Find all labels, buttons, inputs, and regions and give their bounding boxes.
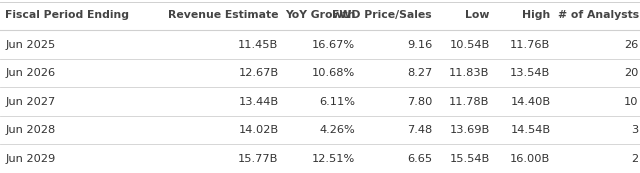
Text: # of Analysts: # of Analysts xyxy=(557,10,639,20)
Text: 16.00B: 16.00B xyxy=(510,154,550,164)
Text: 13.44B: 13.44B xyxy=(238,97,278,107)
Text: YoY Growth: YoY Growth xyxy=(285,10,355,20)
Text: 15.54B: 15.54B xyxy=(449,154,490,164)
Text: 12.67B: 12.67B xyxy=(238,68,278,78)
Text: Low: Low xyxy=(465,10,490,20)
Text: Fiscal Period Ending: Fiscal Period Ending xyxy=(5,10,129,20)
Text: 9.16: 9.16 xyxy=(407,40,432,49)
Text: Jun 2027: Jun 2027 xyxy=(5,97,56,107)
Text: 10: 10 xyxy=(624,97,639,107)
Text: 16.67%: 16.67% xyxy=(312,40,355,49)
Text: 20: 20 xyxy=(625,68,639,78)
Text: Jun 2028: Jun 2028 xyxy=(5,125,56,135)
Text: Jun 2026: Jun 2026 xyxy=(5,68,55,78)
Text: 10.68%: 10.68% xyxy=(312,68,355,78)
Text: High: High xyxy=(522,10,550,20)
Text: Jun 2025: Jun 2025 xyxy=(5,40,56,49)
Text: 15.77B: 15.77B xyxy=(238,154,278,164)
Text: 7.48: 7.48 xyxy=(407,125,432,135)
Text: 7.80: 7.80 xyxy=(406,97,432,107)
Text: 11.78B: 11.78B xyxy=(449,97,490,107)
Text: 11.45B: 11.45B xyxy=(238,40,278,49)
Text: 2: 2 xyxy=(632,154,639,164)
Text: 14.40B: 14.40B xyxy=(510,97,550,107)
Text: Jun 2029: Jun 2029 xyxy=(5,154,56,164)
Text: FWD Price/Sales: FWD Price/Sales xyxy=(332,10,432,20)
Text: 4.26%: 4.26% xyxy=(319,125,355,135)
Text: 14.02B: 14.02B xyxy=(238,125,278,135)
Text: 11.83B: 11.83B xyxy=(449,68,490,78)
Text: 6.65: 6.65 xyxy=(407,154,432,164)
Text: 26: 26 xyxy=(625,40,639,49)
Text: Revenue Estimate: Revenue Estimate xyxy=(168,10,278,20)
Text: 12.51%: 12.51% xyxy=(312,154,355,164)
Text: 13.69B: 13.69B xyxy=(449,125,490,135)
Text: 8.27: 8.27 xyxy=(407,68,432,78)
Text: 6.11%: 6.11% xyxy=(319,97,355,107)
Text: 14.54B: 14.54B xyxy=(510,125,550,135)
Text: 11.76B: 11.76B xyxy=(510,40,550,49)
Text: 3: 3 xyxy=(632,125,639,135)
Text: 13.54B: 13.54B xyxy=(510,68,550,78)
Text: 10.54B: 10.54B xyxy=(449,40,490,49)
